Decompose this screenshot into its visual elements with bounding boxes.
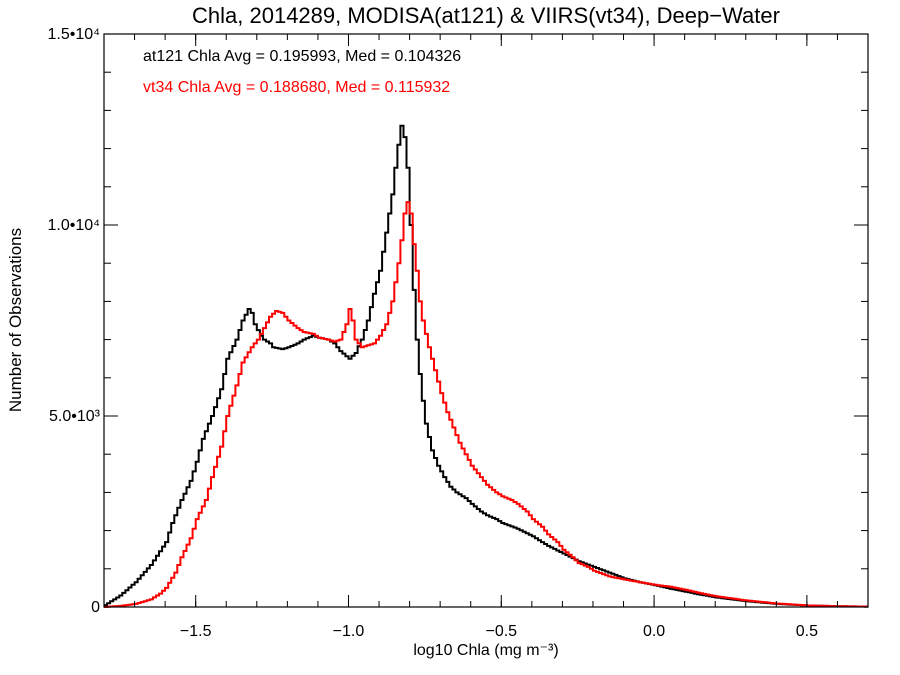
- x-tick-label: −1.0: [333, 623, 365, 640]
- x-axis-label: log10 Chla (mg m⁻³): [413, 642, 558, 659]
- series-layer: [104, 124, 868, 608]
- y-tick-label: 1.5•10⁴: [47, 26, 100, 43]
- y-tick-label: 1.0•10⁴: [47, 217, 100, 234]
- series-vt34-line: [104, 201, 868, 608]
- x-tick-label: 0.5: [796, 623, 818, 640]
- annotation-vt34-stats: vt34 Chla Avg = 0.188680, Med = 0.115932: [143, 79, 450, 96]
- x-tick-label: 0.0: [643, 623, 665, 640]
- y-tick-label: 0: [91, 599, 100, 616]
- plot-frame: [103, 33, 869, 608]
- annotation-at121-stats: at121 Chla Avg = 0.195993, Med = 0.10432…: [143, 48, 461, 65]
- x-tick-label: −0.5: [485, 623, 517, 640]
- series-at121-line: [104, 124, 868, 608]
- y-tick-label: 5.0•10³: [49, 408, 101, 425]
- tick-layer: −1.5 −1.0 −0.5 0.0 0.5 0 5.0•10³ 1.0•10⁴ 1.5•10⁴: [47, 26, 869, 640]
- x-tick-label: −1.5: [180, 623, 212, 640]
- chart-title: Chla, 2014289, MODISA(at121) & VIIRS(vt3…: [192, 3, 780, 28]
- y-axis-label: Number of Observations: [6, 228, 25, 412]
